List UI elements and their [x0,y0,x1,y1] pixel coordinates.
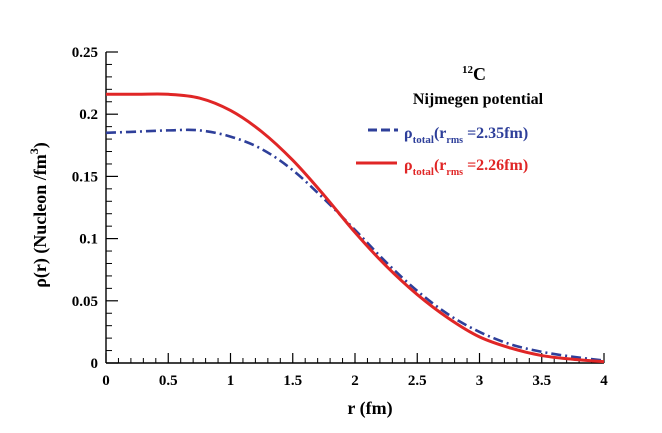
y-axis-title-close: ) [30,142,51,148]
legend-blue-rho: ρ [404,125,413,142]
x-tick-label: 2 [351,373,359,389]
legend-red-paren: (r [434,157,446,174]
legend-red-sub-total: total [413,166,434,178]
x-axis-title: r (fm) [347,398,392,419]
x-tick-label: 0 [102,373,110,389]
legend-blue-sub-rms: rms [446,135,463,146]
legend-blue-sub-total: total [413,134,434,146]
x-tick-label: 3.5 [532,373,551,389]
legend-red-rho: ρ [404,157,413,174]
legend-red-sub-rms: rms [446,167,463,178]
legend-blue-paren: (r [434,125,446,142]
y-tick-label: 0.25 [72,45,98,61]
series-line-rms-2-26 [106,94,604,362]
y-tick-label: 0 [91,356,99,372]
legend-red-value: =2.26fm) [463,157,528,174]
legend-label-red: ρtotal(rrms =2.26fm) [404,157,528,178]
x-tick-label: 2.5 [408,373,427,389]
series-line-rms-2-35 [106,130,604,361]
series-layer [106,94,604,362]
x-tick-label: 1 [227,373,235,389]
y-tick-label: 0.1 [79,232,98,248]
y-tick-label: 0.15 [72,169,98,185]
x-tick-label: 0.5 [159,373,178,389]
nucleus-label: 12C [462,64,486,84]
y-tick-label: 0.2 [79,107,98,123]
legend: ρtotal(rrms =2.35fm) ρtotal(rrms =2.26fm… [356,125,528,178]
x-tick-label: 1.5 [283,373,302,389]
nucleus-mass: 12 [462,64,474,76]
x-tick-label: 3 [476,373,484,389]
y-axis-title: ρ(r) (Nucleon /fm3) [27,142,51,288]
nucleus-symbol: C [473,64,486,84]
legend-label-blue: ρtotal(rrms =2.35fm) [404,125,528,146]
y-tick-label: 0.05 [72,294,98,310]
legend-blue-value: =2.35fm) [463,125,528,142]
y-axis-title-main: ρ(r) (Nucleon /fm [30,154,51,288]
x-tick-label: 4 [600,373,608,389]
potential-label: Nijmegen potential [413,91,544,108]
